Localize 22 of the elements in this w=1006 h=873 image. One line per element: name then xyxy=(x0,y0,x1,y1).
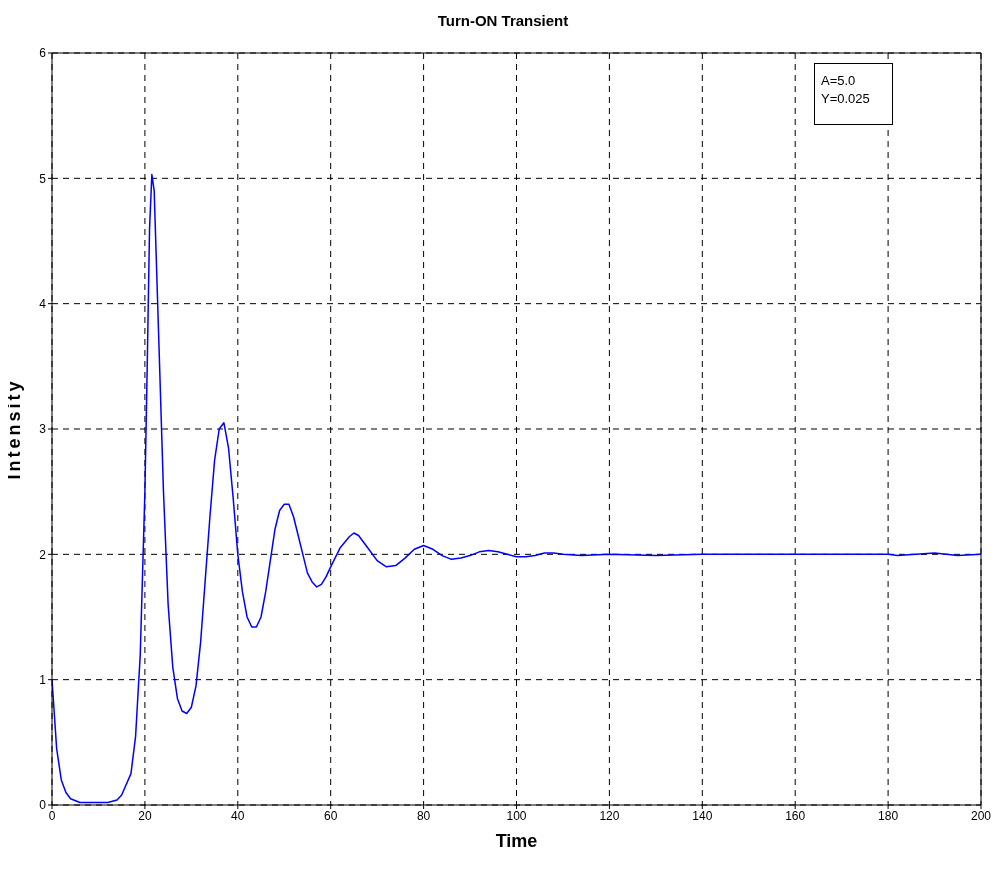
y-tick-label: 1 xyxy=(39,672,47,687)
x-tick-label: 140 xyxy=(692,808,713,823)
x-tick-label: 60 xyxy=(324,808,338,823)
y-tick-label: 3 xyxy=(39,422,47,437)
chart-title: Turn-ON Transient xyxy=(436,12,570,29)
x-tick-label: 180 xyxy=(878,808,899,823)
x-tick-label: 200 xyxy=(970,808,992,823)
annotation: A=5.0 xyxy=(821,72,857,90)
annotation: Y=0.025 xyxy=(821,90,870,108)
y-axis-title: Intensity xyxy=(4,378,25,480)
x-tick-label: 160 xyxy=(785,808,806,823)
y-tick-label: 2 xyxy=(39,547,47,562)
x-tick-label: 40 xyxy=(231,808,245,823)
x-axis-title: Time xyxy=(495,831,538,851)
x-tick-label: 20 xyxy=(138,808,152,823)
y-tick-label: 0 xyxy=(39,798,47,813)
x-tick-label: 120 xyxy=(599,808,620,823)
x-tick-label: 100 xyxy=(506,808,527,823)
y-tick-label: 6 xyxy=(39,46,47,61)
y-tick-label: 4 xyxy=(39,296,47,311)
y-tick-label: 5 xyxy=(39,171,47,186)
x-tick-label: 80 xyxy=(416,808,431,823)
